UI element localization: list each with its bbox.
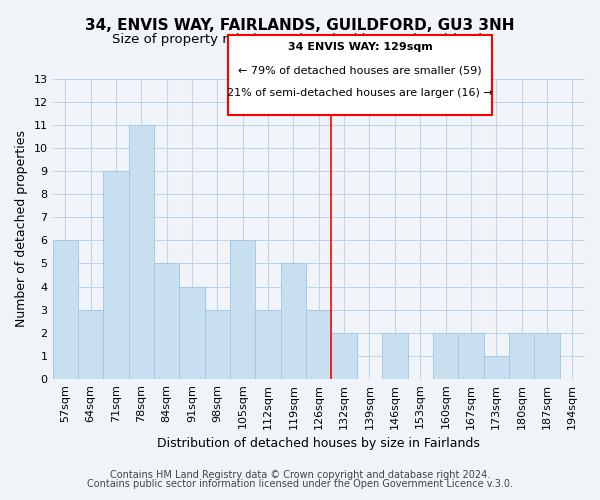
Bar — [103, 171, 128, 379]
Bar — [509, 332, 534, 379]
Bar — [78, 310, 103, 379]
Bar — [331, 332, 357, 379]
Bar — [128, 125, 154, 379]
Bar — [179, 286, 205, 379]
Bar — [154, 264, 179, 379]
Y-axis label: Number of detached properties: Number of detached properties — [15, 130, 28, 328]
Text: 21% of semi-detached houses are larger (16) →: 21% of semi-detached houses are larger (… — [227, 88, 493, 99]
X-axis label: Distribution of detached houses by size in Fairlands: Distribution of detached houses by size … — [157, 437, 480, 450]
Text: 34, ENVIS WAY, FAIRLANDS, GUILDFORD, GU3 3NH: 34, ENVIS WAY, FAIRLANDS, GUILDFORD, GU3… — [85, 18, 515, 32]
Text: Contains HM Land Registry data © Crown copyright and database right 2024.: Contains HM Land Registry data © Crown c… — [110, 470, 490, 480]
Text: ← 79% of detached houses are smaller (59): ← 79% of detached houses are smaller (59… — [238, 66, 482, 76]
Bar — [256, 310, 281, 379]
Bar — [306, 310, 331, 379]
Bar — [484, 356, 509, 379]
Text: Contains public sector information licensed under the Open Government Licence v.: Contains public sector information licen… — [87, 479, 513, 489]
Bar — [382, 332, 407, 379]
Bar — [230, 240, 256, 379]
Bar — [458, 332, 484, 379]
Bar — [205, 310, 230, 379]
Bar — [53, 240, 78, 379]
Bar — [534, 332, 560, 379]
Bar — [281, 264, 306, 379]
Text: Size of property relative to detached houses in Fairlands: Size of property relative to detached ho… — [112, 34, 488, 46]
Text: 34 ENVIS WAY: 129sqm: 34 ENVIS WAY: 129sqm — [287, 42, 433, 52]
Bar — [433, 332, 458, 379]
